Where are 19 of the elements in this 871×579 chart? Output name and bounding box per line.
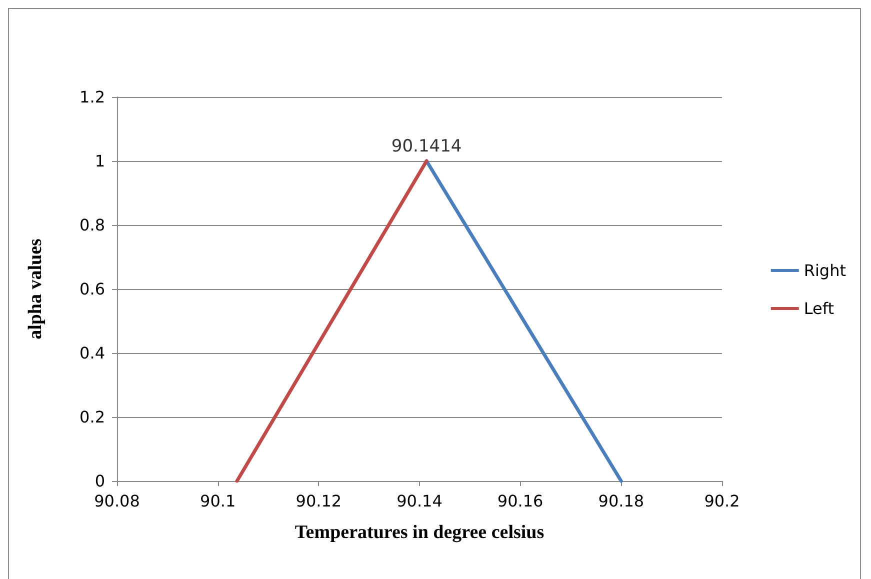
y-tick-label: 0 <box>94 472 105 490</box>
y-tick-label: 1 <box>94 152 105 170</box>
y-tick-label: 0.8 <box>80 216 105 234</box>
y-tick-label: 0.2 <box>80 408 105 426</box>
x-tick-label: 90.14 <box>396 492 442 510</box>
y-tick-label: 0.4 <box>80 344 105 362</box>
x-tick-label: 90.18 <box>598 492 644 510</box>
legend-label: Left <box>804 299 834 318</box>
x-tick-label: 90.1 <box>200 492 236 510</box>
x-tick-label: 90.16 <box>497 492 544 510</box>
annotation: 90.1414 <box>391 136 462 156</box>
y-axis-title: alpha values <box>25 238 46 340</box>
legend-label: Right <box>804 261 846 280</box>
x-tick-label: 90.08 <box>94 492 140 510</box>
x-tick-label: 90.12 <box>296 492 342 510</box>
x-tick-label: 90.2 <box>704 492 740 510</box>
y-tick-label: 1.2 <box>80 88 105 106</box>
x-axis-title: Temperatures in degree celsius <box>294 522 544 543</box>
y-tick-label: 0.6 <box>80 280 105 298</box>
